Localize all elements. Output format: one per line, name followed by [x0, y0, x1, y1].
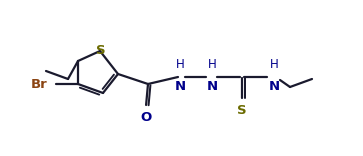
Text: H: H: [208, 58, 216, 71]
Text: N: N: [207, 80, 217, 93]
Text: S: S: [96, 44, 106, 56]
Text: N: N: [268, 80, 280, 93]
Text: Br: Br: [31, 78, 48, 90]
Text: N: N: [175, 80, 185, 93]
Text: S: S: [237, 104, 247, 117]
Text: H: H: [270, 58, 278, 71]
Text: O: O: [140, 111, 152, 124]
Text: H: H: [176, 58, 184, 71]
